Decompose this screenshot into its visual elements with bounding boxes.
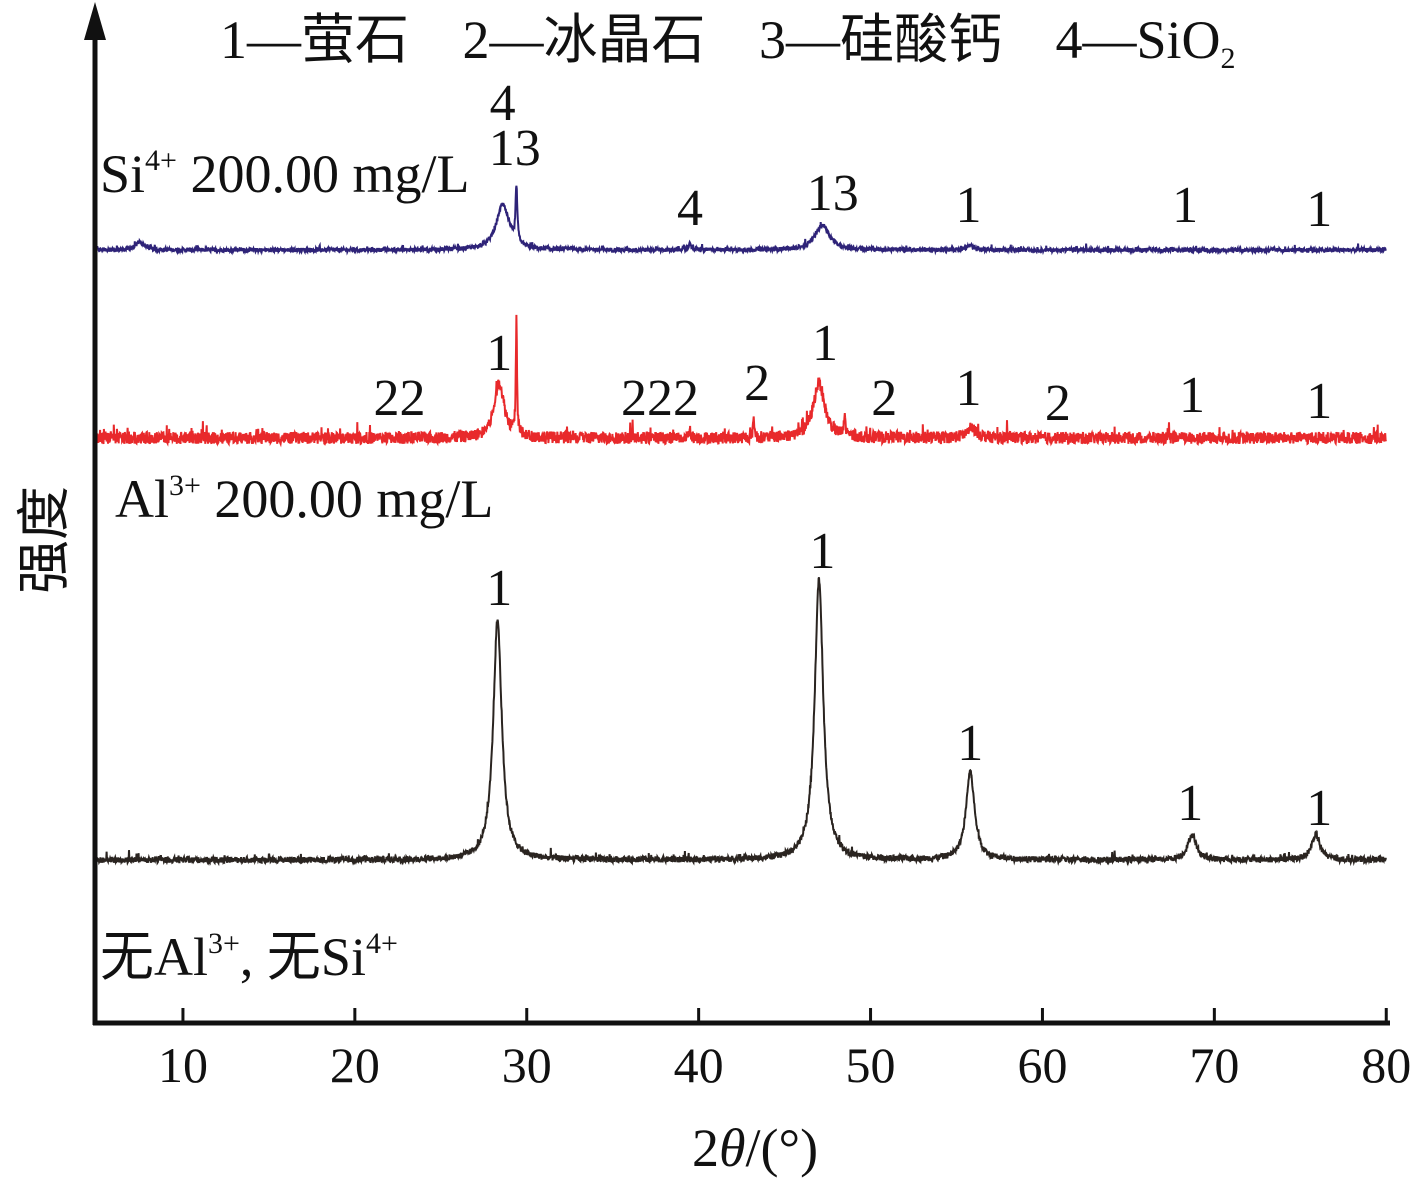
peak-label: 4 (490, 75, 516, 132)
legend-item-4: 4—SiO2 (1056, 10, 1236, 75)
series-layer (96, 185, 1387, 867)
peak-label: 222 (621, 370, 699, 427)
x-tick-label: 50 (846, 1037, 896, 1093)
x-ticks: 10 20 30 40 50 60 70 80 (158, 1008, 1411, 1093)
series-labels: Si4+ 200.00 mg/L Al3+ 200.00 mg/L 无Al3+,… (100, 144, 493, 987)
x-tick-label: 80 (1361, 1037, 1411, 1093)
series-line (96, 185, 1387, 256)
peak-label: 1 (957, 715, 983, 772)
peak-label: 2 (871, 370, 897, 427)
x-tick-label: 40 (674, 1037, 724, 1093)
peak-label: 22 (374, 370, 426, 427)
peak-label: 1 (812, 315, 838, 372)
series-line (96, 576, 1387, 867)
legend-item-1: 1—萤石 (220, 10, 409, 70)
peak-label: 1 (1306, 373, 1332, 430)
x-tick-label: 30 (502, 1037, 552, 1093)
legend: 1—萤石 2—冰晶石 3—硅酸钙 4—SiO2 (220, 10, 1236, 75)
x-tick-label: 20 (330, 1037, 380, 1093)
series-label-al: Al3+ 200.00 mg/L (115, 469, 493, 529)
peak-label: 1 (1306, 181, 1332, 238)
x-tick-label: 10 (158, 1037, 208, 1093)
peak-label: 1 (1177, 775, 1203, 832)
y-axis-label: 强度 (14, 486, 74, 594)
x-tick-label: 60 (1017, 1037, 1067, 1093)
peak-label: 1 (956, 360, 982, 417)
peak-label: 13 (489, 120, 541, 177)
series-label-si: Si4+ 200.00 mg/L (100, 144, 469, 204)
peak-label: 1 (1306, 780, 1332, 837)
peak-label: 1 (486, 560, 512, 617)
series-label-none: 无Al3+, 无Si4+ (100, 927, 398, 987)
x-tick-label: 70 (1189, 1037, 1239, 1093)
peak-label: 2 (1045, 375, 1071, 432)
axes: 10 20 30 40 50 60 70 80 强度 2θ/(°) (14, 2, 1411, 1178)
legend-entries: 1—萤石 2—冰晶石 3—硅酸钙 4—SiO2 (220, 10, 1236, 75)
legend-item-2: 2—冰晶石 (463, 10, 706, 70)
peak-label: 13 (807, 165, 859, 222)
peak-label: 1 (809, 523, 835, 580)
legend-item-3: 3—硅酸钙 (759, 10, 1002, 70)
peak-label: 1 (1179, 367, 1205, 424)
peak-label: 1 (1172, 177, 1198, 234)
x-axis-label: 2θ/(°) (692, 1118, 818, 1178)
peak-label: 1 (486, 325, 512, 382)
peak-label: 1 (956, 177, 982, 234)
peak-label: 4 (677, 180, 703, 237)
y-axis-arrow-icon (84, 2, 106, 40)
peak-label: 2 (744, 355, 770, 412)
series-line (96, 314, 1387, 448)
